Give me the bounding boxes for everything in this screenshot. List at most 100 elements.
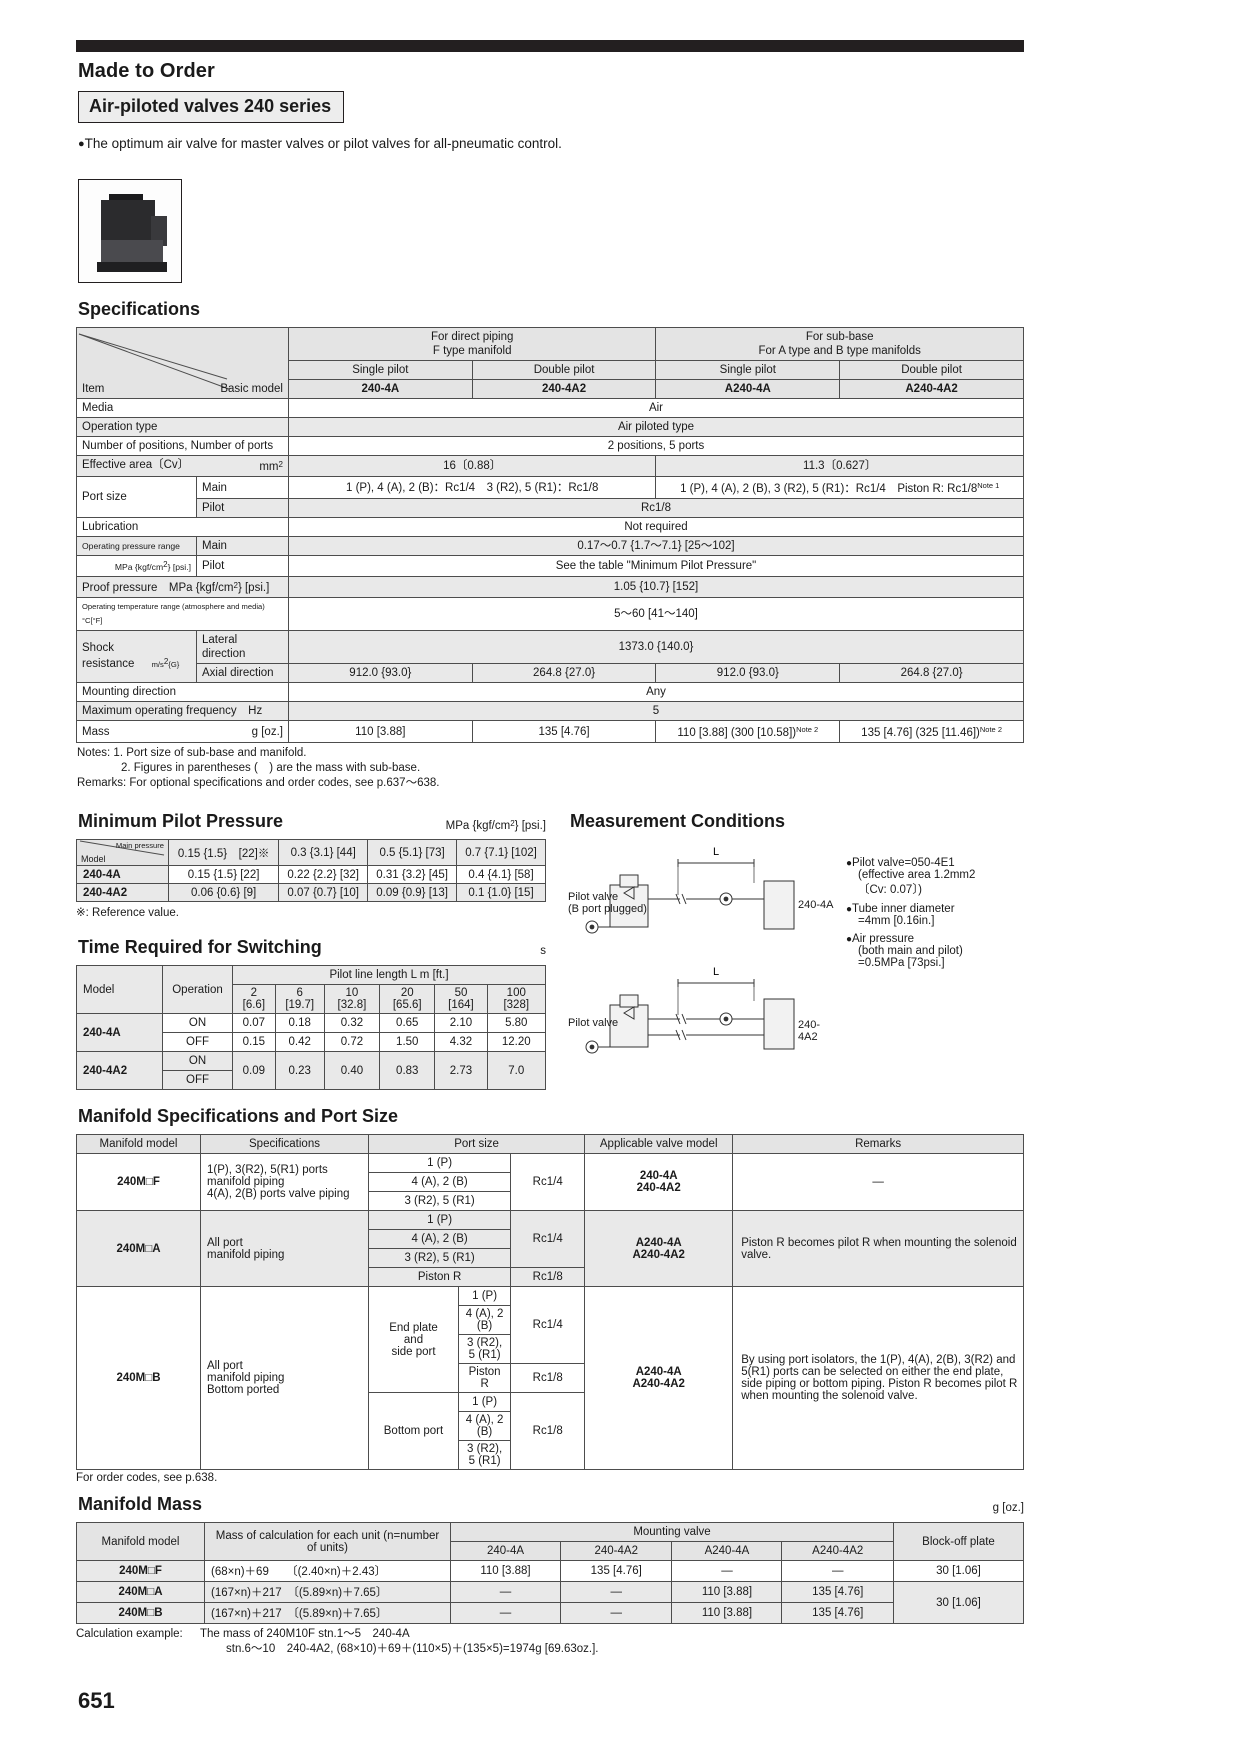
trs-v0: 0.09 <box>232 1051 276 1090</box>
mm-v1: — <box>559 1602 673 1624</box>
mf-header-2: Port size <box>367 1134 586 1154</box>
calc-line-1: Calculation example: The mass of 240M10F… <box>76 1628 410 1640</box>
mf-header-4: Remarks <box>732 1134 1024 1154</box>
mf-row-240mb-5: 4 (A), 2 (B) <box>77 1411 1024 1441</box>
trs-op: OFF <box>162 1032 233 1052</box>
product-photo <box>78 179 182 283</box>
spec-row-effective-area: Effective area〔Cv〕 mm2 16〔0.88〕 11.3〔0.6… <box>76 455 1024 477</box>
mf-model: 240M□B <box>76 1286 201 1470</box>
mf-valves: A240-4A A240-4A2 <box>584 1286 734 1470</box>
bullet-icon: ● <box>78 138 85 150</box>
mm-v2: 110 [3.88] <box>671 1581 783 1603</box>
spec-corner-item: Item <box>82 383 105 395</box>
mf-remarks: — <box>732 1153 1024 1211</box>
mf-port-name: 4 (A), 2 (B) <box>367 1229 512 1249</box>
trs-v5: 12.20 <box>486 1032 547 1052</box>
row-value: Not required <box>287 517 1025 537</box>
mm-mounting-col-2: A240-4A <box>671 1541 783 1561</box>
row-label: Shock resistance m/s2{G} <box>76 630 197 683</box>
mm-v1: — <box>559 1581 673 1603</box>
trs-v5: 5.80 <box>486 1013 547 1033</box>
mpp-model: 240-4A <box>76 865 169 884</box>
mf-header-3: Applicable valve model <box>584 1134 734 1154</box>
trs-v3: 1.50 <box>379 1032 436 1052</box>
mm-block: 30 [1.06] <box>893 1581 1024 1624</box>
specifications-heading: Specifications <box>78 299 201 319</box>
unit-label: s <box>540 945 546 957</box>
row-label: Operating temperature range (atmosphere … <box>76 597 289 631</box>
time-switching-table: Model Operation Pilot line length L m [f… <box>76 965 547 1090</box>
row-value-0: 110 [3.88] <box>287 720 473 743</box>
pilot-header-3: Double pilot <box>839 360 1024 380</box>
model-3: A240-4A2 <box>839 379 1024 399</box>
calculation-example: Calculation example: The mass of 240M10F… <box>76 1627 1024 1657</box>
mf-port-name: 1 (P) <box>457 1286 512 1306</box>
row-value-2: 912.0 {93.0} <box>655 663 841 683</box>
mm-row-240ma: 240M□A (167×n)＋217 〔(5.89×n)＋7.65〕 — — 1… <box>76 1581 1024 1624</box>
diagram1-valve-label: 240-4A <box>798 899 834 911</box>
trs-model: 240-4A2 <box>76 1051 163 1090</box>
mf-port-name: 3 (R2), 5 (R1) <box>457 1334 512 1364</box>
row-sublabel: Lateral direction <box>195 630 289 664</box>
manifold-mass-table: Manifold model Mass of calculation for e… <box>76 1522 1024 1624</box>
note-1: Notes: 1. Port size of sub-base and mani… <box>77 747 307 759</box>
model-0: 240-4A <box>287 379 473 399</box>
mpp-col-2: 0.5 {5.1} [73] <box>367 839 458 866</box>
mm-v3: 135 [4.76] <box>781 1602 894 1624</box>
mf-remarks: By using port isolators, the 1(P), 4(A),… <box>732 1286 1024 1470</box>
mf-spec: All port manifold piping <box>200 1210 369 1287</box>
mpp-value-0: 0.06 {0.6} [9] <box>167 883 280 902</box>
mm-calc: (167×n)＋217 〔(5.89×n)＋7.65〕 <box>204 1602 451 1624</box>
row-label: Operation type <box>76 417 289 437</box>
trs-v0: 0.07 <box>232 1013 276 1033</box>
mm-mounting-col-0: 240-4A <box>450 1541 561 1561</box>
min-pilot-pressure-heading: Minimum Pilot Pressure MPa {kgf/cm2} [ps… <box>78 811 546 832</box>
row-value-right: 1 (P), 4 (A), 2 (B), 3 (R2), 5 (R1)：Rc1/… <box>655 476 1024 499</box>
row-value: Rc1/8 <box>287 498 1025 518</box>
series-title-box: Air-piloted valves 240 series <box>78 91 345 123</box>
mm-calc: (167×n)＋217 〔(5.89×n)＋7.65〕 <box>204 1581 451 1603</box>
unit-label: g [oz.] <box>992 1502 1024 1514</box>
mm-v0: — <box>450 1602 561 1624</box>
row-label: Lubrication <box>76 517 289 537</box>
mf-subgroup-label: End plate and side port <box>368 1286 459 1393</box>
row-value: Any <box>287 682 1025 702</box>
row-value: Air <box>287 398 1025 418</box>
mf-row-240ma-0: 240M□A All port manifold piping 1 (P) Rc… <box>76 1210 1024 1287</box>
mf-row-240mb-3: Piston R Rc1/8 <box>77 1363 1024 1393</box>
trs-row-240-4a2-on: 240-4A2 ON 0.09 0.23 0.40 0.83 2.73 7.0 <box>76 1051 547 1090</box>
trs-v1: 0.18 <box>274 1013 325 1033</box>
trs-col-model: Model <box>76 965 163 1014</box>
row-label: Effective area〔Cv〕 mm2 <box>76 455 289 477</box>
diagram2-valve-label: 240-4A2 <box>798 1019 821 1043</box>
spec-row-positions-ports: Number of positions, Number of ports 2 p… <box>76 436 1025 456</box>
row-label: Media <box>76 398 289 418</box>
mpp-row-240-4a2: 240-4A2 0.06 {0.6} [9] 0.07 {0.7} [10] 0… <box>76 883 546 902</box>
intro-text: ●The optimum air valve for master valves… <box>78 136 562 151</box>
mf-header-1: Specifications <box>200 1134 369 1154</box>
trs-v4: 4.32 <box>434 1032 488 1052</box>
mpp-value-3: 0.4 {4.1} [58] <box>456 865 546 884</box>
mm-v1: 135 [4.76] <box>559 1560 673 1582</box>
row-value-3: 135 [4.76] (325 [11.46])Note 2 <box>839 720 1024 743</box>
specifications-table: Item Basic model For direct piping F typ… <box>76 327 1025 743</box>
mm-header-calc: Mass of calculation for each unit (n=num… <box>204 1522 451 1561</box>
trs-col-operation: Operation <box>162 965 233 1014</box>
measurement-diagram-svg: L <box>585 846 795 1054</box>
mm-header-model: Manifold model <box>76 1522 205 1561</box>
manifold-spec-table: Manifold model Specifications Port size … <box>76 1134 1024 1470</box>
mpp-value-1: 0.22 {2.2} [32] <box>278 865 369 884</box>
mf-remarks: Piston R becomes pilot R when mounting t… <box>732 1210 1024 1287</box>
row-value-right: 11.3〔0.627〕 <box>655 455 1024 477</box>
mf-port-name: 4 (A), 2 (B) <box>457 1305 512 1335</box>
mpp-col-0: 0.15 {1.5} [22]※ <box>167 839 280 866</box>
trs-v0: 0.15 <box>232 1032 276 1052</box>
note-remarks: Remarks: For optional specifications and… <box>77 777 440 789</box>
mm-v3: — <box>781 1560 894 1582</box>
mf-row-240ma-3: Piston R Rc1/8 <box>77 1267 1024 1287</box>
spec-row-op-pressure-pilot: MPa {kgf/cm2} [psi.] Pilot See the table… <box>76 555 1025 577</box>
row-value-1: 135 [4.76] <box>471 720 657 743</box>
mf-port-name: 1 (P) <box>457 1392 512 1412</box>
row-label: Proof pressure MPa {kgf/cm2} [psi.] <box>76 576 289 598</box>
trs-length-3: 20 [65.6] <box>379 984 436 1014</box>
